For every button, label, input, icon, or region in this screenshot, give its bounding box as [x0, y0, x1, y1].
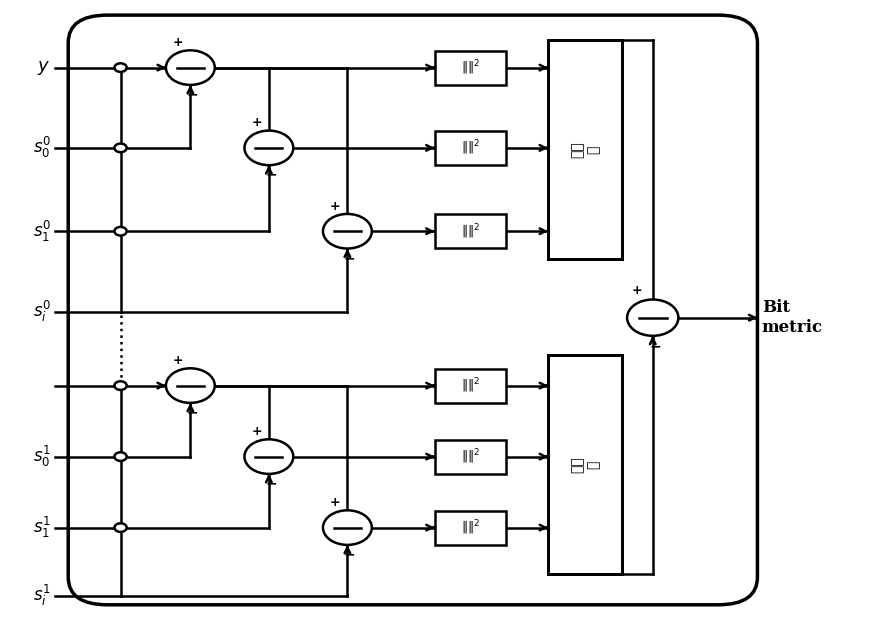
- Circle shape: [114, 227, 126, 235]
- Text: $\|\|^2$: $\|\|^2$: [460, 518, 480, 537]
- Text: $\|\|^2$: $\|\|^2$: [460, 138, 480, 157]
- Text: $s_i^0$: $s_i^0$: [32, 299, 51, 324]
- Circle shape: [114, 523, 126, 532]
- FancyBboxPatch shape: [68, 15, 757, 605]
- Text: $s_1^0$: $s_1^0$: [32, 219, 51, 244]
- Bar: [434, 214, 506, 248]
- Text: $y$: $y$: [38, 59, 51, 77]
- Bar: [434, 511, 506, 545]
- Text: $\|\|^2$: $\|\|^2$: [460, 447, 480, 466]
- Circle shape: [323, 510, 371, 545]
- Text: $\|\|^2$: $\|\|^2$: [460, 59, 480, 77]
- Circle shape: [166, 50, 215, 85]
- Circle shape: [114, 452, 126, 461]
- Circle shape: [166, 368, 215, 403]
- Text: $s_0^0$: $s_0^0$: [32, 135, 51, 161]
- Text: $s_0^1$: $s_0^1$: [32, 444, 51, 469]
- Text: +: +: [251, 117, 261, 130]
- Text: Bit
metric: Bit metric: [761, 300, 822, 336]
- Text: 比较
器: 比较 器: [569, 456, 600, 473]
- Text: 比较
器: 比较 器: [569, 141, 600, 158]
- Circle shape: [114, 381, 126, 390]
- Text: $s_1^1$: $s_1^1$: [32, 515, 51, 540]
- Text: −: −: [265, 168, 277, 182]
- Text: −: −: [649, 340, 660, 354]
- Circle shape: [323, 214, 371, 249]
- Bar: [547, 40, 622, 259]
- Text: +: +: [173, 36, 183, 49]
- Circle shape: [244, 439, 293, 474]
- Bar: [434, 131, 506, 165]
- Circle shape: [114, 64, 126, 72]
- Text: −: −: [187, 406, 198, 419]
- Bar: [434, 50, 506, 85]
- Circle shape: [626, 300, 678, 336]
- Text: −: −: [344, 548, 355, 561]
- Text: −: −: [344, 251, 355, 265]
- Text: $s_i^1$: $s_i^1$: [32, 583, 51, 608]
- Bar: [434, 440, 506, 473]
- Circle shape: [114, 143, 126, 152]
- Bar: [434, 369, 506, 402]
- Text: $\|\|^2$: $\|\|^2$: [460, 376, 480, 395]
- Text: −: −: [265, 477, 277, 490]
- Text: +: +: [251, 425, 261, 438]
- Text: +: +: [330, 496, 340, 509]
- Text: $\|\|^2$: $\|\|^2$: [460, 222, 480, 240]
- Text: +: +: [631, 284, 642, 297]
- Text: −: −: [187, 87, 198, 102]
- Circle shape: [244, 131, 293, 165]
- Text: +: +: [173, 354, 183, 367]
- Text: +: +: [330, 199, 340, 212]
- Bar: [547, 354, 622, 574]
